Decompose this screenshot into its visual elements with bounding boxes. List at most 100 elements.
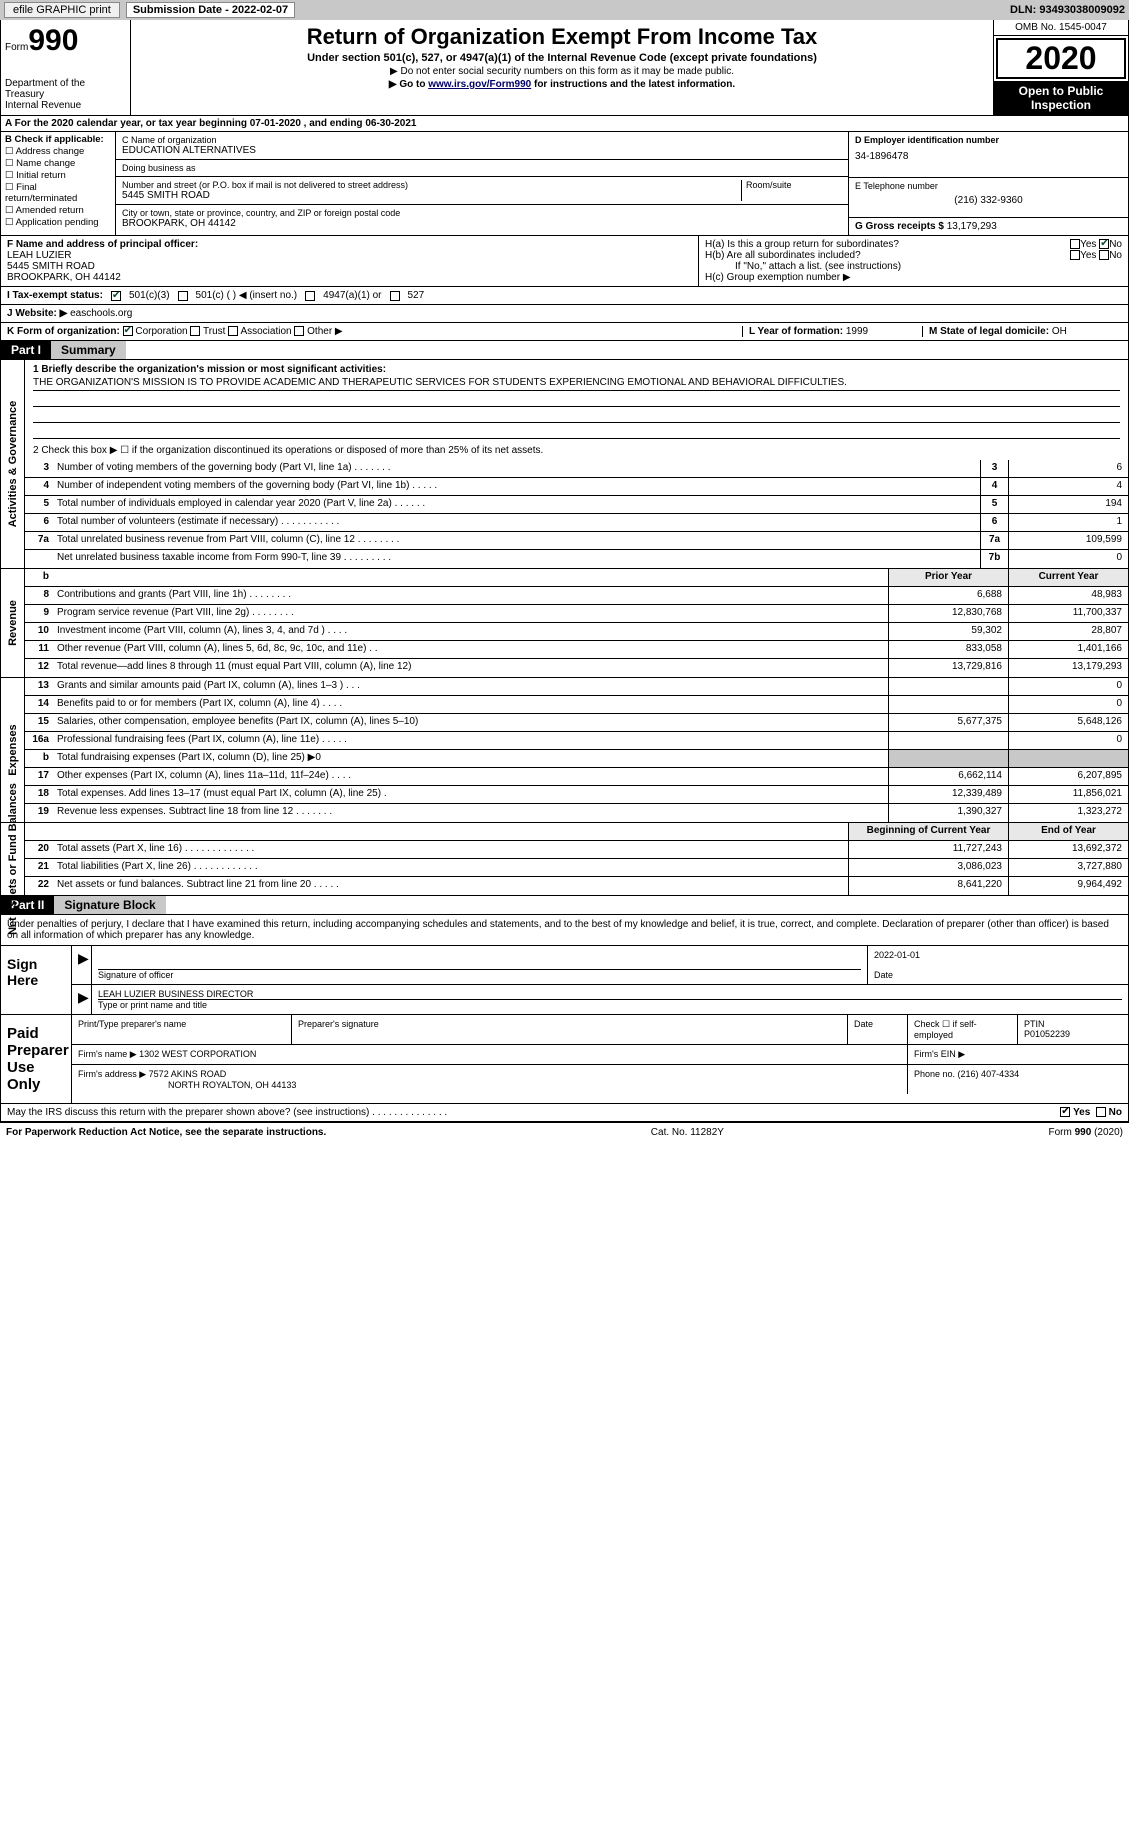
- row-num: 9: [25, 605, 53, 622]
- chk-501c3[interactable]: [111, 291, 121, 301]
- chk-assoc[interactable]: [228, 326, 238, 336]
- prep-sig-label: Preparer's signature: [292, 1015, 848, 1044]
- dln-label: DLN: 93493038009092: [1010, 4, 1125, 16]
- chk-4947[interactable]: [305, 291, 315, 301]
- chk-trust[interactable]: [190, 326, 200, 336]
- table-row: 20 Total assets (Part X, line 16) . . . …: [25, 841, 1128, 859]
- row-prior: 6,662,114: [888, 768, 1008, 785]
- ha-yes[interactable]: [1070, 239, 1080, 249]
- hb-yes[interactable]: [1070, 250, 1080, 260]
- city-label: City or town, state or province, country…: [122, 208, 842, 218]
- row-desc: Program service revenue (Part VIII, line…: [53, 605, 888, 622]
- discuss-no[interactable]: [1096, 1107, 1106, 1117]
- row-box: 7a: [980, 532, 1008, 549]
- tel-label: E Telephone number: [855, 181, 1122, 191]
- phone-label: Phone no.: [914, 1069, 958, 1079]
- row-current: 0: [1008, 732, 1128, 749]
- form-title: Return of Organization Exempt From Incom…: [135, 24, 989, 50]
- chk-amended[interactable]: ☐ Amended return: [5, 205, 111, 216]
- ha-no[interactable]: [1099, 239, 1109, 249]
- room-label: Room/suite: [746, 180, 842, 190]
- city-value: BROOKPARK, OH 44142: [122, 218, 842, 229]
- footer-mid: Cat. No. 11282Y: [651, 1127, 724, 1138]
- part1-num: Part I: [1, 341, 51, 359]
- chk-address-change[interactable]: ☐ Address change: [5, 146, 111, 157]
- side-governance: Activities & Governance: [1, 360, 25, 568]
- opt5: Application pending: [16, 217, 99, 228]
- chk-501c[interactable]: [178, 291, 188, 301]
- officer-signature-line[interactable]: [98, 950, 861, 970]
- chk-527[interactable]: [390, 291, 400, 301]
- chk-name-change[interactable]: ☐ Name change: [5, 158, 111, 169]
- blank-num2: [25, 823, 53, 840]
- declaration-text: Under penalties of perjury, I declare th…: [0, 915, 1129, 946]
- chk-other[interactable]: [294, 326, 304, 336]
- row-val: 0: [1008, 550, 1128, 568]
- footer-left: For Paperwork Reduction Act Notice, see …: [6, 1127, 326, 1138]
- row-val: 194: [1008, 496, 1128, 513]
- website-value: easchools.org: [70, 308, 132, 319]
- hb-no[interactable]: [1099, 250, 1109, 260]
- efile-button[interactable]: efile GRAPHIC print: [4, 2, 120, 18]
- opt1: Name change: [16, 158, 75, 169]
- no-label: No: [1109, 239, 1122, 250]
- row-prior: 11,727,243: [848, 841, 1008, 858]
- note2-pre: ▶ Go to: [389, 79, 428, 90]
- row-current: 5,648,126: [1008, 714, 1128, 731]
- note-1: ▶ Do not enter social security numbers o…: [135, 66, 989, 77]
- hb-label: H(b) Are all subordinates included?: [705, 250, 861, 261]
- row-desc: Number of independent voting members of …: [53, 478, 980, 495]
- submission-date-field: Submission Date - 2022-02-07: [126, 2, 295, 18]
- org-name-label: C Name of organization: [122, 135, 842, 145]
- chk-pending[interactable]: ☐ Application pending: [5, 217, 111, 228]
- yes-label: Yes: [1080, 239, 1096, 250]
- net-header-row: Beginning of Current Year End of Year: [25, 823, 1128, 841]
- opt-4947: 4947(a)(1) or: [323, 290, 381, 301]
- opt-trust: Trust: [203, 326, 225, 337]
- row-prior: [888, 732, 1008, 749]
- netassets-block: Net Assets or Fund Balances Beginning of…: [0, 823, 1129, 896]
- sign-date: 2022-01-01: [874, 950, 1122, 970]
- chk-initial-return[interactable]: ☐ Initial return: [5, 170, 111, 181]
- row-desc: Total unrelated business revenue from Pa…: [53, 532, 980, 549]
- table-row: 9 Program service revenue (Part VIII, li…: [25, 605, 1128, 623]
- row-desc: Total fundraising expenses (Part IX, col…: [53, 750, 888, 767]
- row-val: 4: [1008, 478, 1128, 495]
- line-a: A For the 2020 calendar year, or tax yea…: [0, 116, 1129, 132]
- officer-name-title: LEAH LUZIER BUSINESS DIRECTOR: [98, 989, 1122, 1000]
- chk-corp[interactable]: [123, 326, 133, 336]
- table-row: 10 Investment income (Part VIII, column …: [25, 623, 1128, 641]
- row-prior: 6,688: [888, 587, 1008, 604]
- row-box: 7b: [980, 550, 1008, 568]
- discuss-yes[interactable]: [1060, 1107, 1070, 1117]
- row-box: 5: [980, 496, 1008, 513]
- chk-final-return[interactable]: ☐ Final return/terminated: [5, 182, 111, 204]
- row-num: 13: [25, 678, 53, 695]
- irs-link[interactable]: www.irs.gov/Form990: [428, 79, 531, 90]
- hdr-current: Current Year: [1008, 569, 1128, 586]
- hdr-end: End of Year: [1008, 823, 1128, 840]
- top-bar: efile GRAPHIC print Submission Date - 20…: [0, 0, 1129, 20]
- col-d: D Employer identification number 34-1896…: [848, 132, 1128, 235]
- note2-post: for instructions and the latest informat…: [531, 79, 735, 90]
- ein-value: 34-1896478: [855, 151, 1122, 162]
- row-desc: Total expenses. Add lines 13–17 (must eq…: [53, 786, 888, 803]
- row-num: b: [25, 750, 53, 767]
- opt0: Address change: [16, 146, 85, 157]
- footer: For Paperwork Reduction Act Notice, see …: [0, 1122, 1129, 1142]
- side-rev-text: Revenue: [7, 600, 19, 646]
- row-prior: [888, 696, 1008, 713]
- row-desc: Total assets (Part X, line 16) . . . . .…: [53, 841, 848, 858]
- table-row: b Total fundraising expenses (Part IX, c…: [25, 750, 1128, 768]
- row-prior: [888, 678, 1008, 695]
- k-label: K Form of organization:: [7, 326, 120, 337]
- ptin-label: PTIN: [1024, 1019, 1122, 1029]
- row-num: 14: [25, 696, 53, 713]
- row-desc: Total number of individuals employed in …: [53, 496, 980, 513]
- inspection-label: Open to Public Inspection: [994, 81, 1128, 115]
- form-word: Form: [5, 42, 28, 53]
- row-prior: 12,830,768: [888, 605, 1008, 622]
- officer-name: LEAH LUZIER: [7, 250, 692, 261]
- row-desc: Other revenue (Part VIII, column (A), li…: [53, 641, 888, 658]
- l-label: L Year of formation:: [749, 326, 846, 337]
